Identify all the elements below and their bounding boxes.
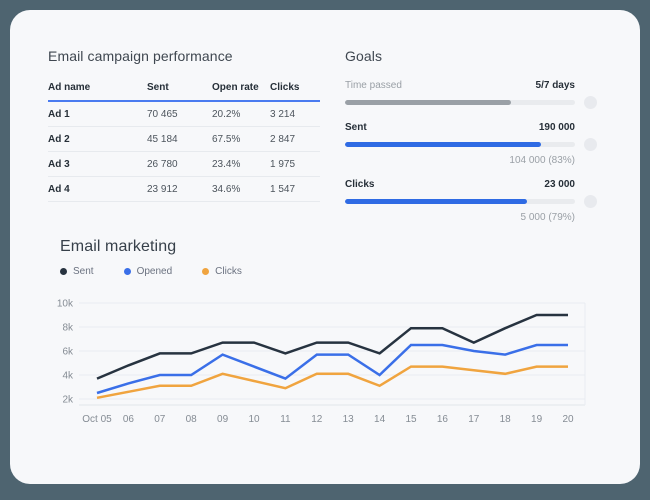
x-axis-tick: 16 (437, 414, 449, 425)
x-axis-tick: 07 (154, 414, 166, 425)
y-axis-tick: 4k (62, 371, 74, 382)
dashboard-card: Email campaign performance Ad name Sent Op… (10, 10, 640, 484)
y-axis-tick: 2k (62, 395, 74, 406)
table-row: Ad 1 70 465 20.2% 3 214 (48, 101, 320, 127)
goal-row-sent: Sent 190 000 104 000 (83%) (345, 122, 601, 166)
x-axis-tick: 15 (405, 414, 417, 425)
value-cell: 23 912 (147, 176, 212, 202)
column-header-clicks: Clicks (270, 77, 320, 102)
x-axis-tick: 13 (343, 414, 355, 425)
value-cell: 67.5% (212, 126, 270, 152)
goal-label: Time passed (345, 80, 402, 91)
x-axis-tick: 06 (123, 414, 135, 425)
goal-progress-fill (345, 142, 541, 147)
value-cell: 70 465 (147, 101, 212, 127)
x-axis-tick: 18 (500, 414, 512, 425)
x-axis-tick: 14 (374, 414, 386, 425)
line-series-clicks (96, 365, 568, 400)
campaign-performance-title: Email campaign performance (48, 48, 233, 64)
table-header-row: Ad name Sent Open rate Clicks (48, 77, 320, 102)
goals-title: Goals (345, 48, 383, 64)
email-marketing-line-chart: 10k 8k 6k 4k 2k Oct 05 06 07 08 09 10 11 12 13 14 15 16 1… (57, 299, 586, 425)
goal-current-value: 104 000 (83%) (509, 155, 575, 166)
x-axis-tick: 17 (468, 414, 480, 425)
legend-label: Clicks (215, 266, 242, 277)
campaign-table: Ad name Sent Open rate Clicks Ad 1 70 465 20.… (48, 77, 320, 202)
chart-title: Email marketing (60, 238, 177, 255)
value-cell: 1 547 (270, 176, 320, 202)
table-row: Ad 3 26 780 23.4% 1 975 (48, 151, 320, 177)
goal-row-time-passed: Time passed 5/7 days (345, 80, 601, 109)
email-marketing-section: Email marketing Sent Opened Clicks 10k 8k 6k… (57, 238, 630, 433)
goal-progress-fill (345, 199, 527, 204)
goal-current-value: 5 000 (79%) (520, 212, 575, 223)
y-axis-tick: 10k (57, 299, 74, 310)
table-row: Ad 2 45 184 67.5% 2 847 (48, 126, 320, 152)
y-axis-tick: 6k (62, 347, 74, 358)
y-axis-tick: 8k (62, 323, 74, 334)
x-axis-tick: Oct 05 (82, 414, 112, 425)
value-cell: 26 780 (147, 151, 212, 177)
x-axis-tick: 11 (280, 414, 291, 425)
value-cell: 1 975 (270, 151, 320, 177)
legend-dot-sent (60, 268, 67, 275)
ad-name-cell: Ad 4 (48, 176, 147, 202)
value-cell: 23.4% (212, 151, 270, 177)
legend-item-clicks[interactable]: Clicks (202, 266, 242, 277)
ad-name-cell: Ad 3 (48, 151, 147, 177)
legend-label: Sent (73, 266, 94, 277)
goals-section: Goals Time passed 5/7 days Sent 190 000 104 … (345, 48, 601, 236)
legend-item-opened[interactable]: Opened (123, 266, 173, 277)
table-row: Ad 4 23 912 34.6% 1 547 (48, 176, 320, 202)
value-cell: 2 847 (270, 126, 320, 152)
legend-dot-opened (123, 268, 131, 275)
goal-row-clicks: Clicks 23 000 5 000 (79%) (345, 179, 601, 223)
goal-target-value: 190 000 (538, 122, 575, 133)
x-axis-tick: 20 (562, 414, 574, 425)
x-axis-tick: 12 (311, 414, 323, 425)
goal-handle (584, 195, 597, 208)
value-cell: 45 184 (147, 126, 212, 152)
line-series-sent (96, 313, 568, 380)
goal-handle (584, 138, 597, 151)
goal-label: Clicks (345, 179, 375, 190)
ad-name-cell: Ad 2 (48, 126, 147, 152)
column-header-sent: Sent (147, 77, 212, 102)
goal-progress-fill (345, 100, 511, 105)
x-axis-tick: 19 (531, 414, 543, 425)
value-cell: 20.2% (212, 101, 270, 127)
campaign-performance-section: Email campaign performance Ad name Sent Op… (48, 48, 320, 202)
column-header-ad-name: Ad name (48, 77, 147, 102)
value-cell: 3 214 (270, 101, 320, 127)
goal-progress-track (345, 199, 575, 204)
line-series-opened (96, 343, 568, 395)
goal-progress-track (345, 100, 575, 105)
legend-item-sent[interactable]: Sent (60, 266, 94, 277)
legend-dot-clicks (202, 268, 210, 275)
legend-label: Opened (136, 266, 173, 277)
x-axis-tick: 08 (186, 414, 198, 425)
goal-handle (584, 96, 597, 109)
goal-progress-track (345, 142, 575, 147)
goal-target-value: 23 000 (544, 179, 575, 190)
goal-target-value: 5/7 days (535, 80, 575, 91)
value-cell: 34.6% (212, 176, 270, 202)
chart-legend: Sent Opened Clicks (60, 266, 630, 277)
x-axis-tick: 10 (248, 414, 260, 425)
column-header-open-rate: Open rate (212, 77, 270, 102)
x-axis-tick: 09 (217, 414, 229, 425)
ad-name-cell: Ad 1 (48, 101, 147, 127)
goal-label: Sent (345, 122, 367, 133)
